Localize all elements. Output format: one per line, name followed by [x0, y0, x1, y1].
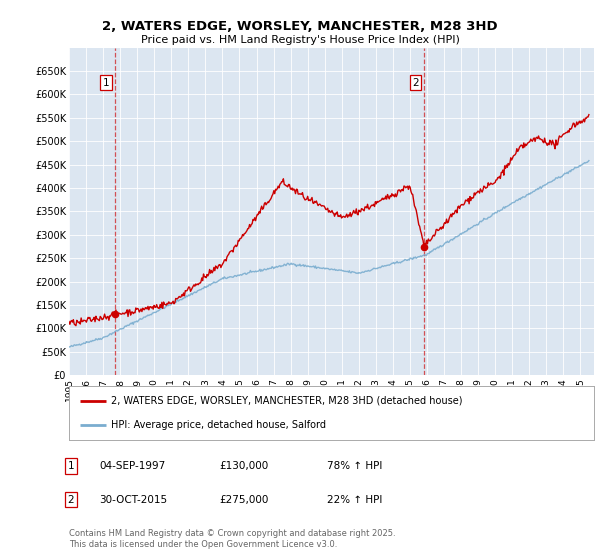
Text: 2: 2 [67, 494, 74, 505]
Text: 2, WATERS EDGE, WORSLEY, MANCHESTER, M28 3HD: 2, WATERS EDGE, WORSLEY, MANCHESTER, M28… [102, 20, 498, 32]
Text: 30-OCT-2015: 30-OCT-2015 [99, 494, 167, 505]
Text: 78% ↑ HPI: 78% ↑ HPI [327, 461, 382, 471]
Text: £130,000: £130,000 [219, 461, 268, 471]
Text: Price paid vs. HM Land Registry's House Price Index (HPI): Price paid vs. HM Land Registry's House … [140, 35, 460, 45]
Text: 22% ↑ HPI: 22% ↑ HPI [327, 494, 382, 505]
Text: 1: 1 [103, 78, 109, 88]
Text: 1: 1 [67, 461, 74, 471]
Text: £275,000: £275,000 [219, 494, 268, 505]
Text: Contains HM Land Registry data © Crown copyright and database right 2025.
This d: Contains HM Land Registry data © Crown c… [69, 529, 395, 549]
Text: 2: 2 [412, 78, 419, 88]
Text: 04-SEP-1997: 04-SEP-1997 [99, 461, 165, 471]
Text: HPI: Average price, detached house, Salford: HPI: Average price, detached house, Salf… [111, 420, 326, 430]
Text: 2, WATERS EDGE, WORSLEY, MANCHESTER, M28 3HD (detached house): 2, WATERS EDGE, WORSLEY, MANCHESTER, M28… [111, 396, 463, 406]
